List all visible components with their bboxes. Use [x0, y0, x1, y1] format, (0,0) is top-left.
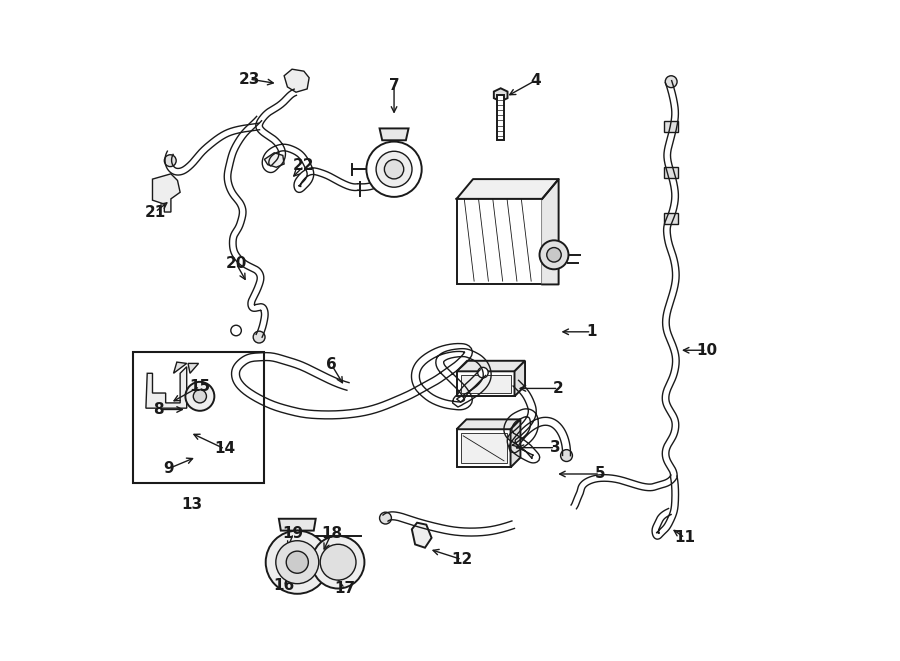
Text: 10: 10 — [696, 343, 717, 358]
Bar — [456, 429, 510, 467]
Text: 13: 13 — [182, 498, 202, 512]
Circle shape — [366, 141, 422, 197]
Text: 12: 12 — [451, 552, 472, 567]
Circle shape — [176, 461, 182, 467]
Circle shape — [275, 543, 295, 563]
Text: 15: 15 — [189, 379, 211, 394]
Bar — [498, 95, 504, 139]
Polygon shape — [515, 361, 525, 397]
Text: 17: 17 — [334, 581, 356, 596]
Circle shape — [266, 531, 328, 594]
Text: 8: 8 — [153, 402, 164, 417]
Circle shape — [253, 331, 265, 343]
Text: 1: 1 — [586, 325, 597, 339]
Polygon shape — [174, 362, 186, 373]
Polygon shape — [279, 519, 316, 531]
Polygon shape — [542, 179, 559, 284]
Text: 3: 3 — [550, 440, 561, 455]
Polygon shape — [456, 179, 559, 199]
Polygon shape — [510, 419, 520, 467]
Circle shape — [206, 458, 211, 463]
Circle shape — [194, 402, 199, 407]
Polygon shape — [182, 398, 218, 417]
FancyBboxPatch shape — [456, 199, 542, 284]
Text: 16: 16 — [274, 578, 295, 594]
Circle shape — [165, 155, 176, 167]
Bar — [664, 167, 679, 178]
Polygon shape — [146, 367, 186, 408]
Circle shape — [230, 325, 241, 336]
Text: 11: 11 — [674, 530, 696, 545]
Circle shape — [281, 549, 290, 558]
Polygon shape — [456, 419, 520, 429]
Bar — [664, 214, 679, 224]
Polygon shape — [172, 449, 217, 467]
Polygon shape — [284, 69, 309, 93]
Text: 22: 22 — [293, 159, 315, 173]
Circle shape — [320, 544, 356, 580]
Circle shape — [383, 150, 395, 162]
Bar — [461, 433, 507, 463]
Text: 7: 7 — [389, 78, 400, 93]
Polygon shape — [317, 537, 336, 556]
Text: 6: 6 — [326, 357, 337, 372]
Polygon shape — [494, 89, 508, 101]
Circle shape — [206, 402, 211, 407]
Text: 20: 20 — [225, 256, 247, 271]
Circle shape — [384, 159, 404, 179]
Circle shape — [380, 512, 392, 524]
Bar — [664, 121, 679, 132]
Circle shape — [275, 541, 319, 584]
Text: 23: 23 — [238, 71, 260, 87]
Circle shape — [194, 390, 206, 403]
Text: 4: 4 — [530, 73, 541, 88]
Text: 9: 9 — [163, 461, 174, 476]
Circle shape — [561, 449, 572, 461]
Polygon shape — [265, 153, 284, 167]
Bar — [461, 375, 510, 393]
Text: 18: 18 — [321, 525, 342, 541]
Text: 14: 14 — [214, 442, 236, 457]
Polygon shape — [456, 361, 525, 371]
Circle shape — [185, 382, 214, 410]
Circle shape — [478, 368, 488, 378]
Text: 19: 19 — [283, 525, 304, 541]
Polygon shape — [412, 523, 432, 548]
Circle shape — [665, 76, 677, 88]
Circle shape — [539, 241, 569, 269]
Bar — [132, 352, 265, 483]
Circle shape — [311, 536, 364, 588]
Text: 5: 5 — [595, 467, 606, 481]
Bar — [456, 371, 515, 397]
Text: 21: 21 — [145, 204, 166, 219]
Polygon shape — [152, 174, 180, 212]
Circle shape — [376, 151, 412, 187]
Circle shape — [547, 248, 562, 262]
Polygon shape — [188, 364, 199, 373]
Circle shape — [286, 551, 309, 573]
Polygon shape — [380, 128, 409, 140]
Text: 2: 2 — [554, 381, 564, 396]
